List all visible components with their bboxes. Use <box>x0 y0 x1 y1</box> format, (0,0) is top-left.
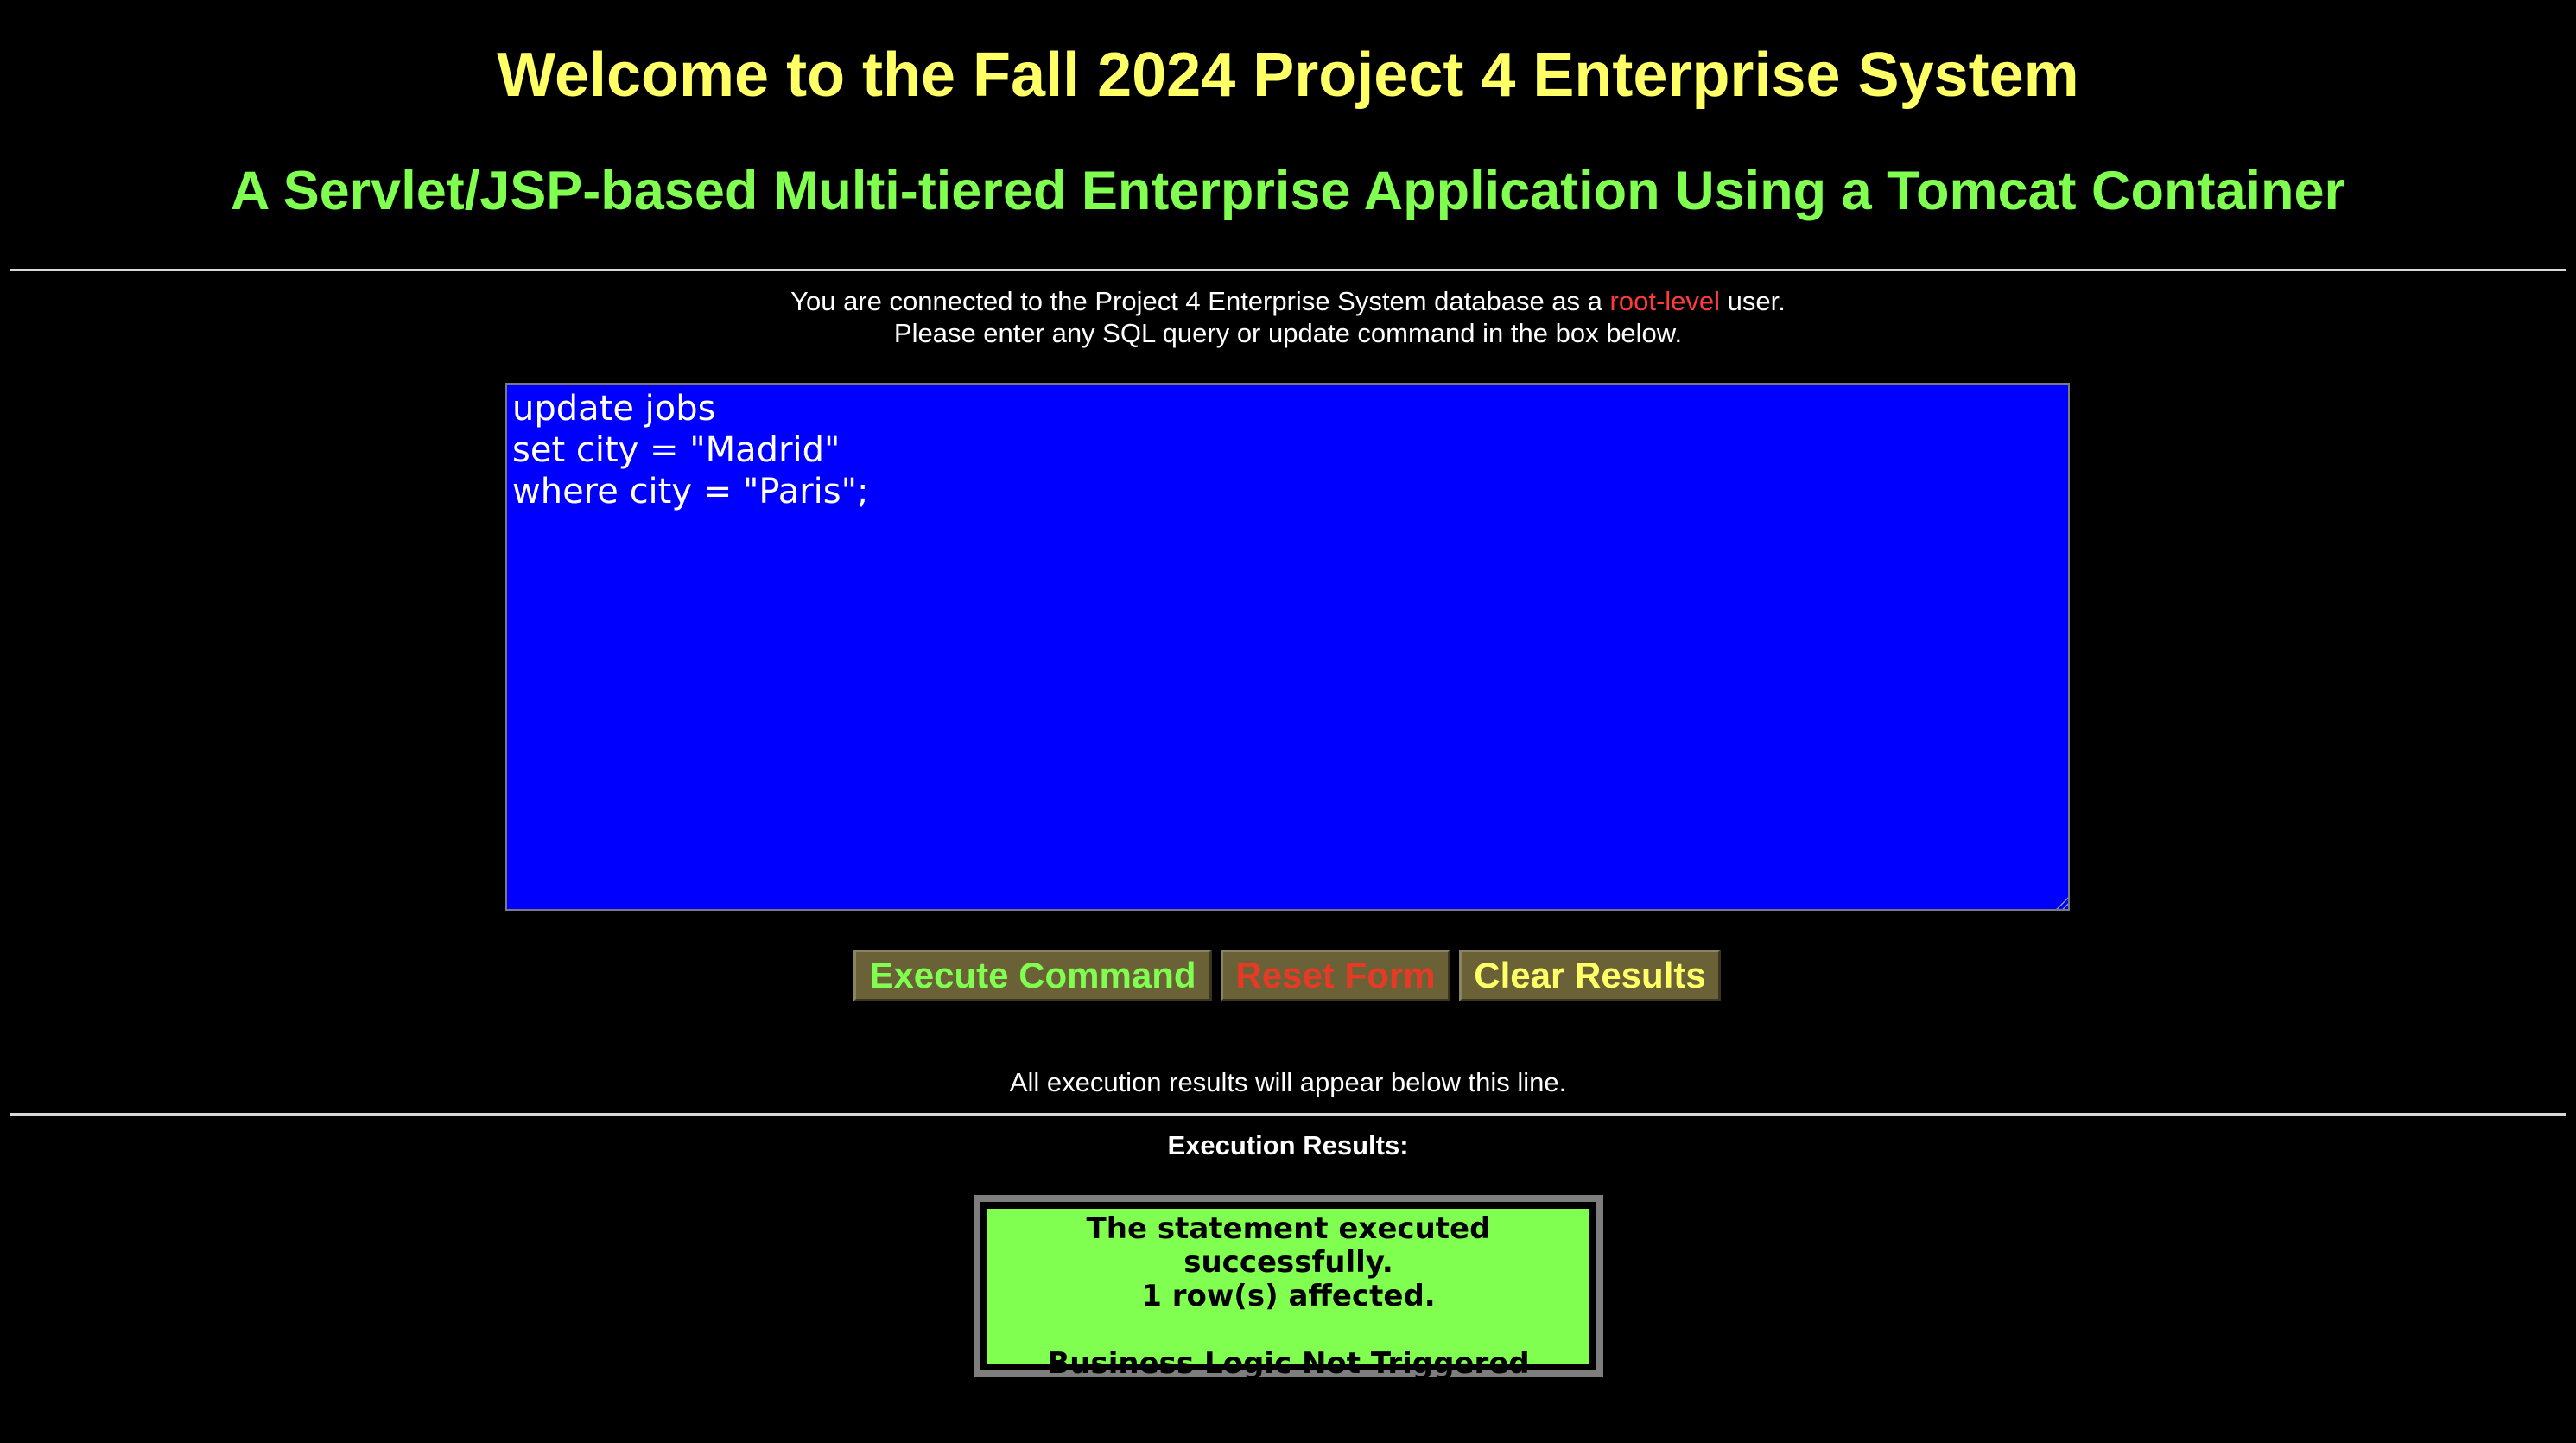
connection-line: You are connected to the Project 4 Enter… <box>0 285 2576 317</box>
results-heading: Execution Results: <box>1167 1130 1409 1160</box>
business-logic-text: Business Logic Not Triggered <box>1047 1346 1530 1381</box>
sql-query-input[interactable]: update jobs set city = "Madrid" where ci… <box>505 383 2070 911</box>
clear-results-button[interactable]: Clear Results <box>1459 950 1721 1001</box>
execute-command-button[interactable]: Execute Command <box>853 950 1212 1001</box>
page-subtitle: A Servlet/JSP-based Multi-tiered Enterpr… <box>230 161 2346 221</box>
connection-info: You are connected to the Project 4 Enter… <box>0 285 2576 349</box>
reset-form-button[interactable]: Reset Form <box>1221 950 1450 1001</box>
top-divider <box>10 269 2566 271</box>
page-title: Welcome to the Fall 2024 Project 4 Enter… <box>497 41 2079 110</box>
results-note: All execution results will appear below … <box>1009 1067 1567 1097</box>
resize-handle-icon[interactable] <box>2056 897 2068 909</box>
rows-affected-text: 1 row(s) affected. <box>1141 1279 1436 1313</box>
connection-suffix: user. <box>1720 286 1786 316</box>
result-message: The statement executed successfully. 1 r… <box>987 1209 1589 1381</box>
connection-prefix: You are connected to the Project 4 Enter… <box>790 286 1610 316</box>
result-status-text: The statement executed successfully. <box>1086 1211 1491 1280</box>
user-level-label: root-level <box>1609 286 1721 316</box>
results-table: The statement executed successfully. 1 r… <box>974 1195 1603 1381</box>
instructions-line: Please enter any SQL query or update com… <box>893 318 1683 348</box>
results-divider <box>10 1113 2566 1116</box>
